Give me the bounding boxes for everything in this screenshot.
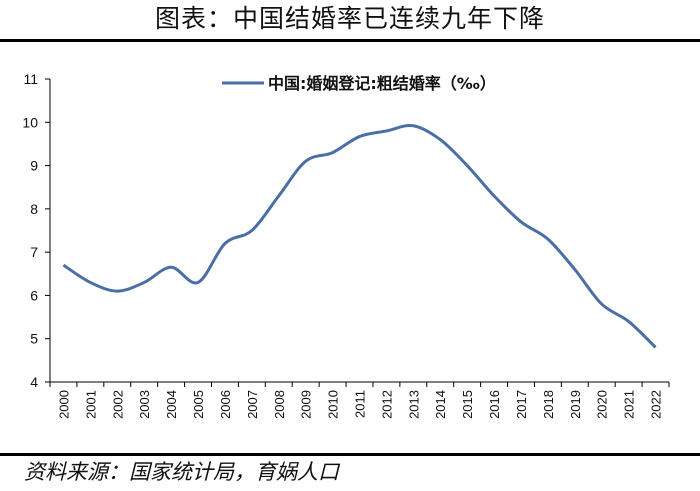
data-point xyxy=(412,125,414,127)
data-point xyxy=(493,195,495,197)
x-tick-label: 2022 xyxy=(649,390,664,419)
x-tick-label: 2012 xyxy=(379,390,394,419)
data-point xyxy=(574,268,576,270)
data-point xyxy=(224,242,226,244)
x-tick-label: 2019 xyxy=(568,390,583,419)
x-axis-ticks: 2000 2001 2002 2003 2004 2005 2006 2007 2008 2009… xyxy=(49,382,670,419)
footer-divider xyxy=(0,453,700,456)
data-point xyxy=(197,281,199,283)
data-point xyxy=(601,303,603,305)
x-tick-label: 2014 xyxy=(433,390,448,419)
data-point xyxy=(439,138,441,140)
x-tick-label: 2000 xyxy=(56,390,71,419)
data-point xyxy=(466,164,468,166)
title-divider xyxy=(0,39,700,42)
x-tick-label: 2021 xyxy=(622,390,637,419)
chart-axes xyxy=(49,79,669,383)
y-tick-label: 5 xyxy=(30,331,38,347)
data-point xyxy=(251,229,253,231)
x-tick-label: 2020 xyxy=(595,390,610,419)
data-point xyxy=(385,130,387,132)
data-point xyxy=(358,135,360,137)
y-tick-label: 11 xyxy=(23,71,38,87)
chart-series xyxy=(62,123,657,349)
y-tick-label: 4 xyxy=(30,374,38,390)
x-tick-label: 2006 xyxy=(218,390,233,419)
source-note: 资料来源：国家统计局，育娲人口 xyxy=(24,460,339,484)
x-tick-label: 2003 xyxy=(137,390,152,419)
data-point xyxy=(62,264,64,266)
x-tick-label: 2017 xyxy=(514,390,529,419)
x-tick-label: 2016 xyxy=(487,390,502,419)
data-point xyxy=(278,195,280,197)
x-tick-label: 2005 xyxy=(191,390,206,419)
data-point xyxy=(654,346,656,348)
y-tick-label: 6 xyxy=(30,287,38,303)
data-point xyxy=(520,221,522,223)
x-tick-label: 2004 xyxy=(164,390,179,419)
series-line-marriage-rate xyxy=(62,123,657,349)
x-tick-label: 2001 xyxy=(83,390,98,419)
x-tick-label: 2015 xyxy=(460,390,475,419)
data-point xyxy=(331,151,333,153)
y-tick-label: 7 xyxy=(30,244,38,260)
x-tick-label: 2013 xyxy=(406,390,421,419)
data-point xyxy=(304,160,306,162)
data-point xyxy=(116,290,118,292)
x-tick-label: 2018 xyxy=(541,390,556,419)
x-tick-label: 2007 xyxy=(245,390,260,419)
x-tick-label: 2010 xyxy=(326,390,341,419)
data-point xyxy=(547,238,549,240)
data-point xyxy=(143,281,145,283)
data-point xyxy=(627,320,629,322)
chart-legend: 中国:婚姻登记:粗结婚率（‰） xyxy=(222,74,496,93)
x-tick-label: 2009 xyxy=(299,390,314,419)
data-point xyxy=(170,266,172,268)
data-point xyxy=(89,281,91,283)
y-tick-label: 8 xyxy=(30,201,38,217)
y-tick-label: 10 xyxy=(22,114,38,130)
page-title: 图表：中国结婚率已连续九年下降 xyxy=(154,4,545,33)
x-tick-label: 2002 xyxy=(110,390,125,419)
x-tick-label: 2011 xyxy=(353,390,368,418)
x-tick-label: 2008 xyxy=(272,390,287,419)
y-tick-label: 9 xyxy=(30,158,38,174)
legend-label: 中国:婚姻登记:粗结婚率（‰） xyxy=(268,74,496,93)
y-axis-ticks: 4 5 6 7 8 9 10 11 xyxy=(22,71,50,390)
